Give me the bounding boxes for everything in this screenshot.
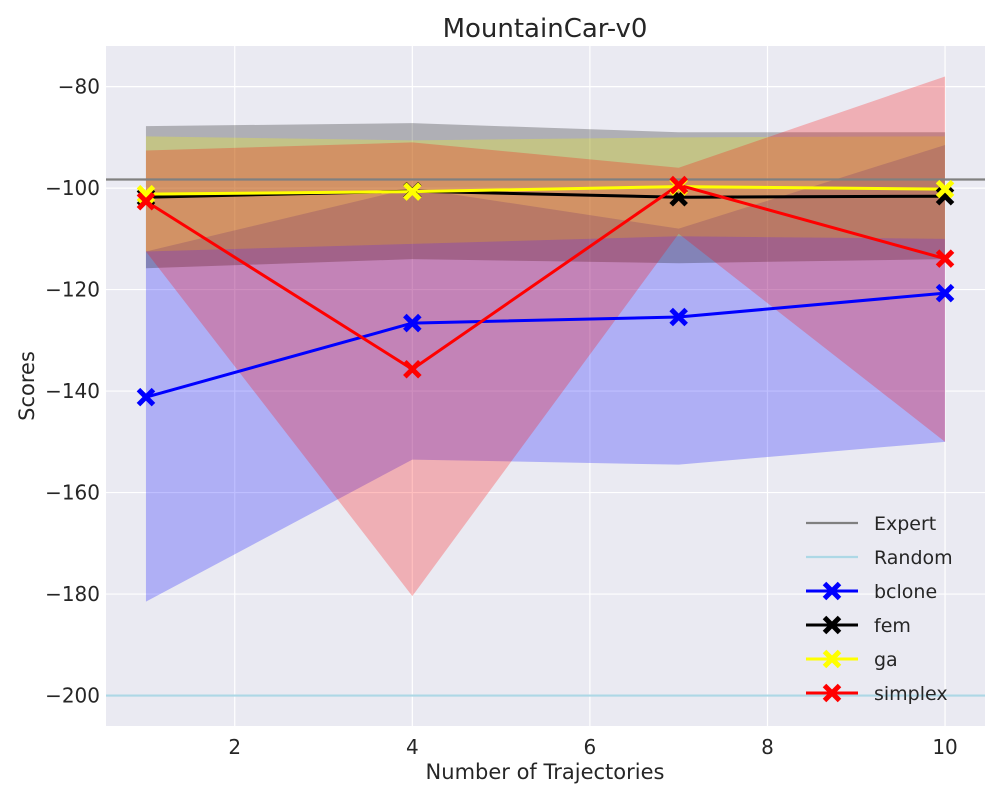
y-tick-label: −180 xyxy=(45,582,100,606)
legend-marker-bclone xyxy=(822,581,842,601)
x-tick-label: 10 xyxy=(932,735,957,759)
y-tick-labels: −80 −100 −120 −140 −160 −180 −200 xyxy=(45,75,100,708)
marker-ga xyxy=(935,179,955,199)
band-bclone xyxy=(145,144,946,602)
x-tick-label: 4 xyxy=(406,735,419,759)
legend: Expert Random bclone fem ga simplex xyxy=(806,513,953,705)
x-tick-label: 2 xyxy=(228,735,241,759)
y-tick-label: −120 xyxy=(45,278,100,302)
legend-marker-fem xyxy=(822,615,842,635)
y-tick-label: −200 xyxy=(45,684,100,708)
legend-label-bclone: bclone xyxy=(874,581,937,603)
marker-bclone xyxy=(136,387,156,407)
series-markers xyxy=(136,175,955,407)
legend-marker-ga xyxy=(822,649,842,669)
series-line-bclone xyxy=(145,291,946,399)
reference-lines xyxy=(106,178,985,697)
band-simplex xyxy=(145,76,946,597)
y-axis-label: Scores xyxy=(15,351,39,421)
x-tick-label: 6 xyxy=(584,735,597,759)
marker-simplex xyxy=(935,249,955,268)
y-tick-label: −80 xyxy=(58,75,100,99)
legend-label-expert: Expert xyxy=(874,513,936,535)
plot-background xyxy=(106,46,985,726)
chart-title: MountainCar-v0 xyxy=(443,14,648,44)
series-line-simplex xyxy=(145,183,946,371)
marker-simplex xyxy=(136,192,156,211)
y-tick-label: −160 xyxy=(45,481,100,505)
marker-ga xyxy=(403,182,422,201)
marker-bclone xyxy=(935,283,955,303)
marker-bclone xyxy=(669,307,688,327)
y-tick-label: −100 xyxy=(45,176,100,200)
series-lines xyxy=(145,183,946,399)
x-tick-labels: 2 4 6 8 10 xyxy=(228,735,957,759)
x-tick-label: 8 xyxy=(761,735,774,759)
legend-marker-simplex xyxy=(822,683,842,703)
legend-label-random: Random xyxy=(874,547,953,569)
legend-label-ga: ga xyxy=(874,649,898,671)
x-axis-label: Number of Trajectories xyxy=(426,760,665,784)
series-line-ga xyxy=(145,185,946,196)
legend-label-simplex: simplex xyxy=(874,683,948,705)
y-tick-label: −140 xyxy=(45,379,100,403)
legend-label-fem: fem xyxy=(874,615,911,637)
band-fem xyxy=(145,123,946,269)
marker-simplex xyxy=(403,359,422,379)
marker-simplex xyxy=(669,175,688,195)
marker-bclone xyxy=(403,313,422,333)
